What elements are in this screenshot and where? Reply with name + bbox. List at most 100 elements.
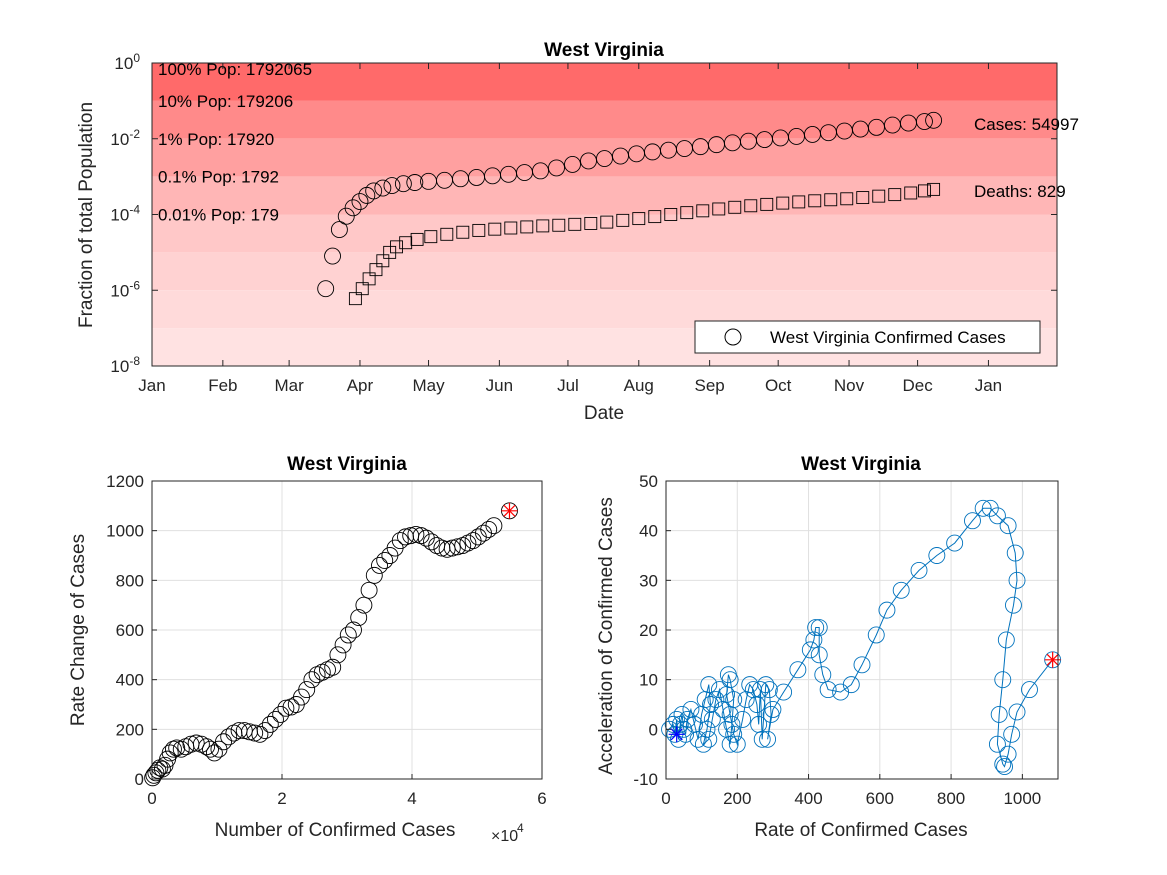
death-point: [424, 230, 438, 244]
data-point: [376, 552, 394, 569]
death-point: [648, 210, 662, 224]
data-point: [423, 533, 440, 551]
data-point: [371, 556, 388, 574]
data-point: [256, 722, 274, 740]
top-x-tick-label: Aug: [624, 376, 654, 395]
y-tick-label: 800: [116, 571, 144, 590]
case-point: [337, 207, 355, 225]
population-band-label: 1% Pop: 17920: [158, 130, 274, 149]
last-point-asterisk-stroke: [1046, 653, 1059, 666]
death-point: [369, 263, 383, 277]
br-title: West Virginia: [801, 454, 921, 475]
data-point: [751, 681, 769, 699]
y-tick-label: 50: [639, 472, 658, 491]
br-first-point-marker: [668, 726, 685, 743]
death-point: [888, 188, 902, 202]
data-point: [764, 701, 782, 718]
data-point: [391, 532, 409, 550]
data-point: [964, 512, 981, 530]
x-tick-label: 4: [407, 789, 416, 808]
death-point: [410, 232, 424, 246]
data-point: [719, 666, 737, 684]
death-point: [376, 254, 390, 268]
death-point: [362, 272, 376, 286]
population-band: [152, 176, 1057, 215]
data-point: [355, 596, 373, 614]
top-y-ticks: 10-8 10-6 10-4 10-2 100: [110, 51, 1057, 376]
data-point: [251, 725, 269, 743]
data-point: [277, 699, 295, 717]
y-tick-label: 1000: [106, 522, 144, 541]
data-point: [220, 728, 238, 746]
y-tick-label: 200: [116, 720, 144, 739]
top-x-tick-label: Jun: [486, 376, 513, 395]
data-point: [734, 710, 752, 728]
death-point: [472, 223, 486, 237]
data-point: [842, 676, 860, 694]
br-x-label: Rate of Confirmed Cases: [754, 820, 967, 841]
top-x-tick-label: Sep: [695, 376, 725, 395]
bl-y-ticks: 0 200 400 600 800 1000 1200: [106, 472, 157, 789]
population-band: [152, 214, 1057, 253]
data-point: [974, 499, 992, 517]
data-point: [187, 734, 205, 752]
data-point: [760, 681, 778, 699]
y-tick-label: 400: [116, 671, 144, 690]
death-point: [808, 194, 822, 208]
death-point: [856, 191, 870, 205]
death-point: [456, 225, 470, 239]
data-point: [202, 740, 219, 758]
data-point: [819, 681, 837, 699]
death-point: [488, 222, 502, 236]
case-point: [365, 182, 383, 200]
top-x-tick-label: Mar: [274, 376, 304, 395]
data-point: [365, 566, 383, 584]
deaths-series: [348, 182, 941, 306]
death-point: [616, 213, 630, 227]
data-point: [215, 733, 232, 751]
top-x-tick-label: May: [412, 376, 445, 395]
data-point: [205, 744, 223, 762]
data-point: [694, 735, 712, 753]
data-point: [892, 581, 910, 599]
death-point: [744, 199, 758, 213]
case-point: [351, 193, 369, 210]
x-tick-label: 6: [537, 789, 546, 808]
data-point: [267, 710, 284, 728]
data-point: [867, 626, 885, 644]
data-point: [339, 626, 357, 644]
data-point: [757, 676, 775, 694]
death-point: [840, 192, 854, 206]
x-tick-label: 800: [937, 789, 965, 808]
top-y-tick-label: 100: [114, 51, 140, 73]
death-point: [664, 208, 678, 221]
last-point-asterisk-stroke: [503, 504, 516, 517]
death-point: [792, 195, 806, 209]
data-point: [810, 646, 828, 664]
data-point: [161, 744, 179, 762]
top-y-tick-label: 10-2: [110, 127, 140, 149]
data-point: [723, 715, 741, 733]
death-point: [584, 217, 598, 230]
top-x-tick-label: Jan: [138, 376, 165, 395]
case-point: [324, 247, 341, 265]
data-point: [878, 601, 896, 619]
top-legend: West Virginia Confirmed Cases: [694, 320, 1041, 354]
data-point: [999, 745, 1017, 763]
last-point-asterisk: [501, 502, 518, 519]
x-tick-label: 400: [794, 789, 822, 808]
population-bands: [152, 63, 1057, 366]
death-point: [504, 221, 518, 235]
y-tick-label: -10: [633, 770, 658, 789]
data-point: [721, 705, 739, 723]
case-point: [532, 162, 549, 180]
population-band: [152, 138, 1057, 177]
population-band-label: 100% Pop: 1792065: [158, 60, 312, 79]
death-point: [696, 204, 710, 218]
death-point: [390, 240, 403, 254]
data-point: [988, 507, 1006, 525]
data-point: [703, 710, 721, 728]
population-band: [152, 63, 1057, 101]
